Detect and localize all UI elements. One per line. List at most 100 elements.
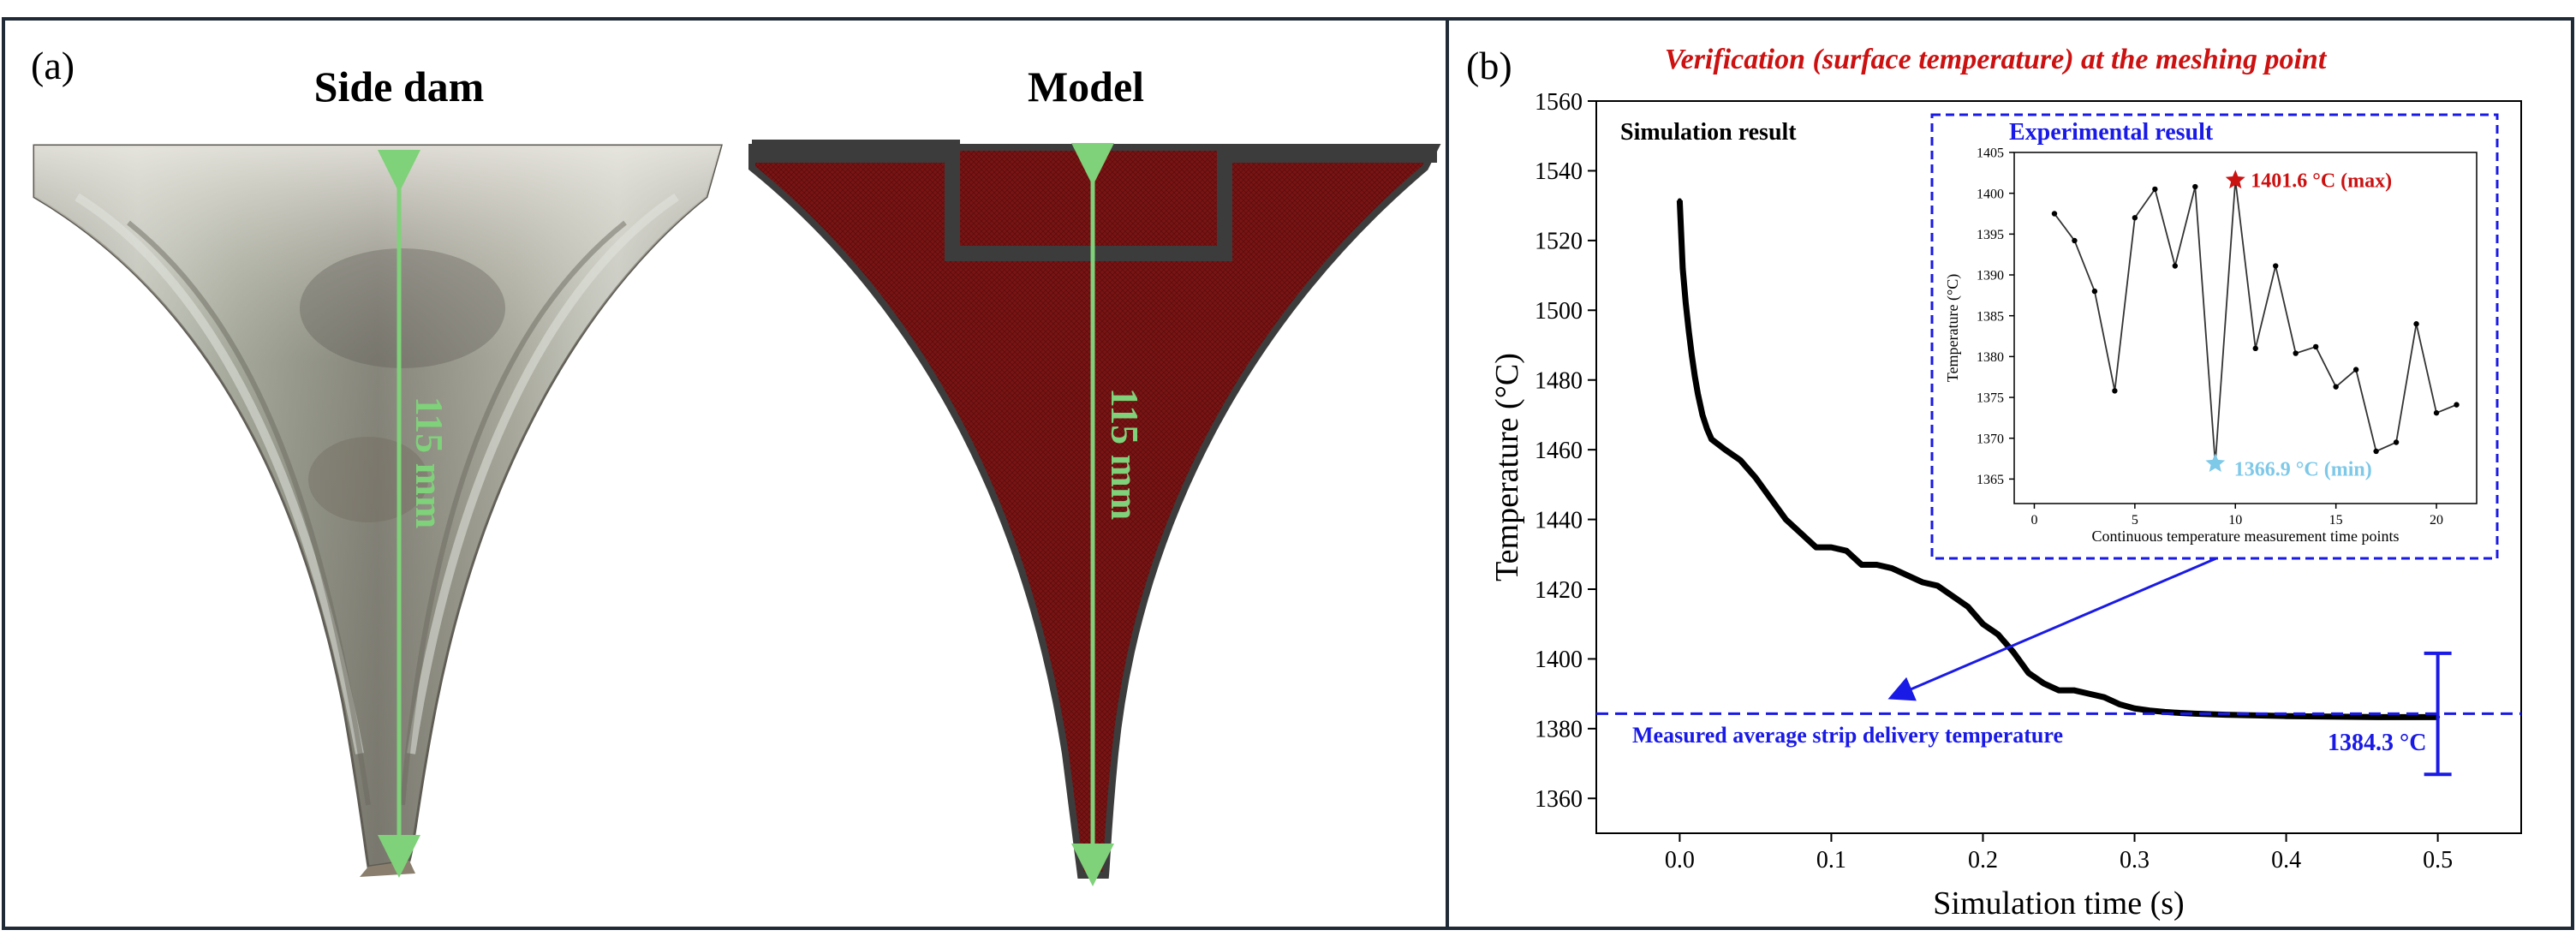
main-ytick-label: 1420 (1535, 577, 1583, 604)
inset-ytick-label: 1380 (1977, 350, 2004, 365)
inset-title: Experimental result (2009, 119, 2214, 146)
inset-xtick-label: 20 (2430, 513, 2443, 528)
simulation-point (1798, 531, 1804, 536)
inset-frame (1930, 113, 2499, 560)
experimental-point (2312, 343, 2319, 350)
max-point-label: 1401.6 °C (max) (2251, 170, 2392, 192)
panel-b: (b) Verification (surface temperature) a… (1466, 44, 2522, 921)
simulation-point (1714, 440, 1719, 445)
simulation-point (2011, 649, 2016, 654)
simulation-point (2147, 708, 2152, 713)
simulation-point (1690, 353, 1695, 358)
simulation-point (1980, 622, 1985, 627)
inset-ytick-label: 1405 (1977, 146, 2004, 161)
main-xtick-label: 0.4 (2271, 847, 2301, 873)
experimental-point (2373, 448, 2379, 455)
experimental-point (2112, 388, 2118, 394)
simulation-point (1859, 563, 1864, 567)
side-dam-photo (33, 144, 723, 877)
photo-title: Side dam (314, 63, 485, 110)
inset-xtick-label: 5 (2132, 513, 2138, 528)
main-xtick-label: 0.3 (2120, 847, 2150, 873)
simulation-point (1950, 593, 1955, 599)
simulation-point (1783, 517, 1788, 522)
main-xtick-label: 0.1 (1816, 847, 1846, 873)
model-dimension-label: 115 mm (1103, 388, 1147, 521)
simulation-point (2041, 681, 2046, 686)
simulation-point (1920, 580, 1925, 585)
simulation-point (2102, 695, 2107, 700)
experimental-point (2333, 384, 2339, 390)
simulation-point (1875, 563, 1880, 567)
panel-a: (a) Side dam Model 115 mm 115 mm (31, 44, 1441, 886)
experimental-point (2433, 409, 2440, 416)
simulation-point (1683, 301, 1688, 306)
experimental-point (2454, 402, 2460, 408)
simulation-point (1768, 496, 1774, 501)
simulation-point (1935, 583, 1940, 588)
experimental-point (2293, 350, 2299, 356)
simulation-point (2117, 701, 2122, 707)
inset-ytick-label: 1385 (1977, 309, 2004, 324)
simulation-point (1680, 265, 1685, 271)
simulation-point (1709, 437, 1714, 442)
simulation-point (2086, 691, 2091, 696)
simulation-point (1753, 475, 1758, 480)
main-ytick-label: 1400 (1535, 647, 1583, 673)
min-star-marker (2205, 453, 2226, 472)
experimental-point (2072, 237, 2078, 244)
inset-xtick-label: 10 (2228, 513, 2242, 528)
main-ytick-label: 1380 (1535, 717, 1583, 743)
simulation-point (1686, 329, 1691, 334)
inset-xlabel: Continuous temperature measurement time … (2092, 528, 2400, 545)
simulation-point (1722, 447, 1727, 452)
simulation-point (1844, 548, 1849, 553)
simulation-point (1704, 426, 1709, 432)
photo-dimension-label: 115 mm (408, 396, 451, 529)
simulation-point (1995, 632, 2001, 637)
simulation-point (1889, 566, 1894, 571)
inset-ytick-label: 1365 (1977, 473, 2004, 487)
inset-ylabel: Temperature (°C) (1944, 274, 1962, 382)
inset-ytick-label: 1390 (1977, 269, 2004, 283)
measured-value-label: 1384.3 °C (2328, 730, 2426, 756)
simulation-point (1828, 545, 1834, 550)
experimental-point (2152, 186, 2158, 193)
simulation-point (2072, 688, 2077, 693)
main-ylabel: Temperature (°C) (1489, 353, 1525, 581)
inset-axes-frame (2013, 152, 2478, 504)
main-ytick-label: 1440 (1535, 507, 1583, 534)
chart-title: Verification (surface temperature) at th… (1665, 44, 2328, 75)
simulation-point (2056, 688, 2061, 693)
simulation-point (1738, 457, 1743, 462)
simulation-point (1905, 573, 1910, 578)
inset-ytick-label: 1375 (1977, 391, 2004, 406)
panel-a-label: (a) (31, 44, 75, 87)
main-xtick-label: 0.5 (2423, 847, 2453, 873)
simulation-point (2026, 671, 2031, 676)
main-ytick-label: 1540 (1535, 158, 1583, 185)
model-title: Model (1028, 63, 1144, 110)
main-axes-frame (1595, 100, 2522, 834)
main-ytick-label: 1480 (1535, 368, 1583, 395)
simulation-point (2192, 711, 2197, 716)
inset-ytick-label: 1395 (1977, 228, 2004, 242)
measured-label: Measured average strip delivery temperat… (1632, 723, 2063, 748)
experimental-point (2413, 321, 2419, 327)
experimental-point (2051, 211, 2058, 217)
simulation-point (2375, 714, 2380, 719)
inset-pointer-arrow (1887, 557, 2217, 701)
simulation-point (2314, 714, 2319, 719)
inset-xtick-label: 0 (2030, 513, 2037, 528)
min-point-label: 1366.9 °C (min) (2234, 458, 2372, 480)
inset-ytick-label: 1400 (1977, 187, 2004, 201)
main-chart: 0.0 0.1 0.2 0.3 0.4 0.5 1360 1380 1400 1420 1440 14… (1489, 89, 2522, 921)
main-xtick-label: 0.0 (1665, 847, 1695, 873)
main-ytick-label: 1460 (1535, 438, 1583, 464)
main-ytick-label: 1560 (1535, 89, 1583, 116)
experimental-point (2172, 263, 2179, 269)
main-xlabel: Simulation time (s) (1933, 885, 2184, 921)
experimental-point (2132, 215, 2138, 221)
simulation-point (1965, 604, 1971, 609)
simulation-point (1700, 412, 1705, 417)
